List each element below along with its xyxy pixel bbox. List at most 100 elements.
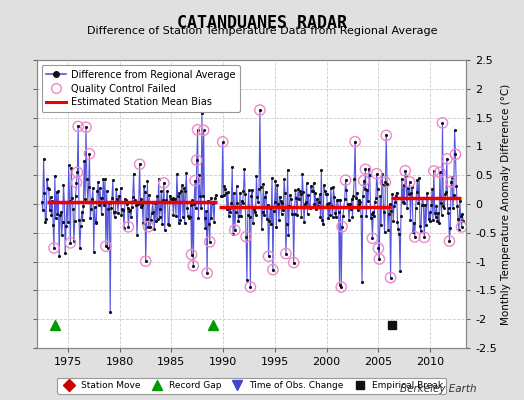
Point [159, 197, 167, 204]
Point [398, 176, 406, 182]
Point [361, 166, 369, 172]
Point [39, 207, 47, 214]
Point [97, 211, 106, 218]
Point [334, 209, 343, 215]
Point [405, 190, 413, 197]
Point [406, 179, 414, 185]
Point [146, 223, 154, 230]
Point [439, 203, 447, 209]
Point [382, 132, 390, 139]
Point [448, 174, 456, 181]
Point [43, 176, 51, 182]
Y-axis label: Monthly Temperature Anomaly Difference (°C): Monthly Temperature Anomaly Difference (… [501, 83, 511, 325]
Point [244, 212, 252, 218]
Point [253, 194, 261, 201]
Point [133, 232, 141, 238]
Point [234, 218, 243, 224]
Point [250, 208, 259, 215]
Point [144, 224, 152, 230]
Point [309, 180, 318, 186]
Point [188, 251, 196, 258]
Point [90, 249, 98, 255]
Point [406, 216, 414, 223]
Point [411, 234, 419, 240]
Point [297, 214, 305, 220]
Point [200, 214, 209, 221]
Point [193, 126, 202, 133]
Point [459, 218, 467, 225]
Point [443, 210, 452, 216]
Point [277, 198, 285, 204]
Point [225, 213, 233, 220]
Point [420, 234, 429, 240]
Point [171, 196, 179, 202]
Point [96, 185, 104, 191]
Point [160, 180, 168, 186]
Point [279, 207, 288, 214]
Point [361, 166, 369, 172]
Point [155, 176, 163, 182]
Point [387, 208, 396, 214]
Point [88, 196, 96, 202]
Point [232, 208, 240, 215]
Point [411, 234, 419, 240]
Point [443, 156, 451, 162]
Point [208, 198, 216, 205]
Point [264, 202, 272, 208]
Point [384, 226, 392, 233]
Point [300, 219, 308, 226]
Point [231, 227, 239, 233]
Point [200, 127, 208, 134]
Point [438, 212, 446, 218]
Point [381, 179, 389, 185]
Point [143, 216, 151, 222]
Point [399, 182, 408, 188]
Point [91, 204, 99, 210]
Point [189, 262, 198, 269]
Point [66, 198, 74, 204]
Point [104, 206, 113, 212]
Point [198, 110, 206, 116]
Point [371, 198, 379, 205]
Point [77, 223, 85, 229]
Point [172, 171, 181, 177]
Point [145, 191, 154, 198]
Point [450, 192, 458, 198]
Point [245, 187, 253, 194]
Point [161, 198, 170, 204]
Point [192, 205, 200, 212]
Point [85, 150, 94, 157]
Point [163, 188, 171, 194]
Point [276, 193, 284, 200]
Point [75, 217, 83, 224]
Point [410, 220, 418, 226]
Point [113, 196, 122, 202]
Point [226, 209, 235, 215]
Point [141, 258, 150, 264]
Point [73, 169, 82, 176]
Point [288, 211, 296, 217]
Point [85, 150, 94, 157]
Point [358, 279, 366, 285]
Point [132, 202, 140, 208]
Point [273, 182, 281, 188]
Point [189, 262, 198, 269]
Point [318, 217, 326, 224]
Point [69, 206, 77, 213]
Point [177, 188, 185, 194]
Point [400, 200, 409, 206]
Point [396, 268, 405, 274]
Point [54, 188, 62, 195]
Point [206, 194, 215, 201]
Point [349, 192, 357, 199]
Point [92, 220, 101, 226]
Point [406, 179, 414, 185]
Point [72, 180, 81, 186]
Point [201, 225, 210, 232]
Point [386, 274, 395, 281]
Point [341, 196, 349, 202]
Point [446, 225, 454, 232]
Point [321, 188, 329, 194]
Point [442, 188, 450, 195]
Point [227, 200, 236, 206]
